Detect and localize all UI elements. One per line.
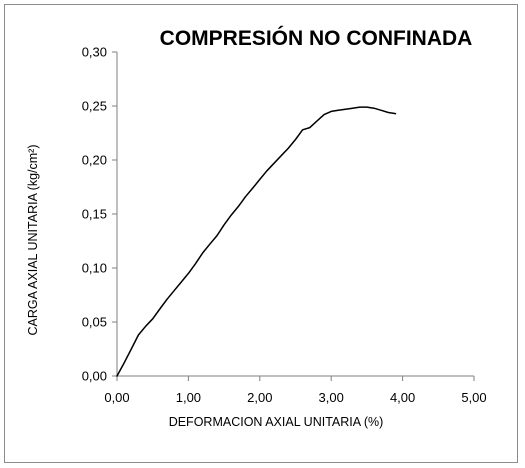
y-tick-label: 0,15 bbox=[82, 207, 107, 222]
x-tick-label: 3,00 bbox=[319, 390, 344, 405]
x-axis-title: DEFORMACION AXIAL UNITARIA (%) bbox=[169, 415, 384, 429]
x-tick-label: 5,00 bbox=[461, 390, 486, 405]
x-tick-label: 2,00 bbox=[247, 390, 272, 405]
x-tick-label: 0,00 bbox=[104, 390, 129, 405]
x-tick-label: 1,00 bbox=[176, 390, 201, 405]
plot-area: 0,00 0,05 0,10 0,15 0,20 0,25 0,30 0,00 1,00 2,00… bbox=[82, 45, 487, 406]
chart-border bbox=[4, 4, 518, 463]
y-tick-label: 0,25 bbox=[82, 99, 107, 114]
y-axis-title: CARGA AXIAL UNITARIA (kg/cm²) bbox=[26, 144, 40, 335]
y-tick-label: 0,00 bbox=[82, 369, 107, 384]
y-tick-label: 0,20 bbox=[82, 153, 107, 168]
y-tick-label: 0,30 bbox=[82, 45, 107, 60]
chart-title: COMPRESIÓN NO CONFINADA bbox=[160, 26, 473, 50]
x-tick-label: 4,00 bbox=[390, 390, 415, 405]
y-tick-label: 0,05 bbox=[82, 315, 107, 330]
y-tick-label: 0,10 bbox=[82, 261, 107, 276]
series-line bbox=[116, 106, 397, 377]
